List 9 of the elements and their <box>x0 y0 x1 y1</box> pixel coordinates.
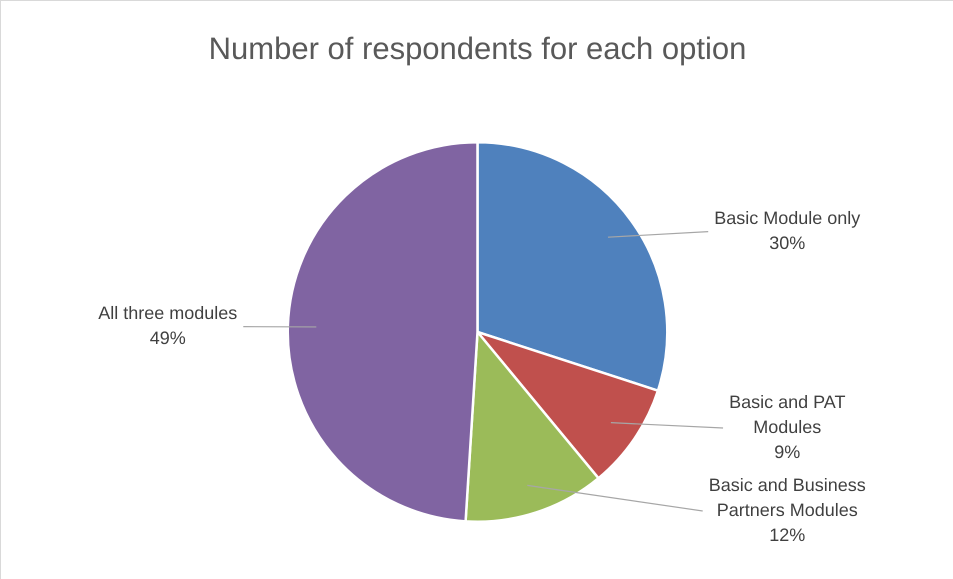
data-label: 30% <box>769 233 806 254</box>
slice-label: Basic Module only <box>714 208 860 228</box>
data-label: 12% <box>769 524 806 545</box>
chart-title: Number of respondents for each option <box>208 31 748 67</box>
slice-label: All three modules <box>98 303 238 324</box>
slice-label: Basic and Business Partners Modules <box>708 474 866 520</box>
data-label: 49% <box>150 328 186 348</box>
slice-label: Basic and PAT Modules <box>729 392 846 437</box>
data-label: 9% <box>774 442 800 462</box>
